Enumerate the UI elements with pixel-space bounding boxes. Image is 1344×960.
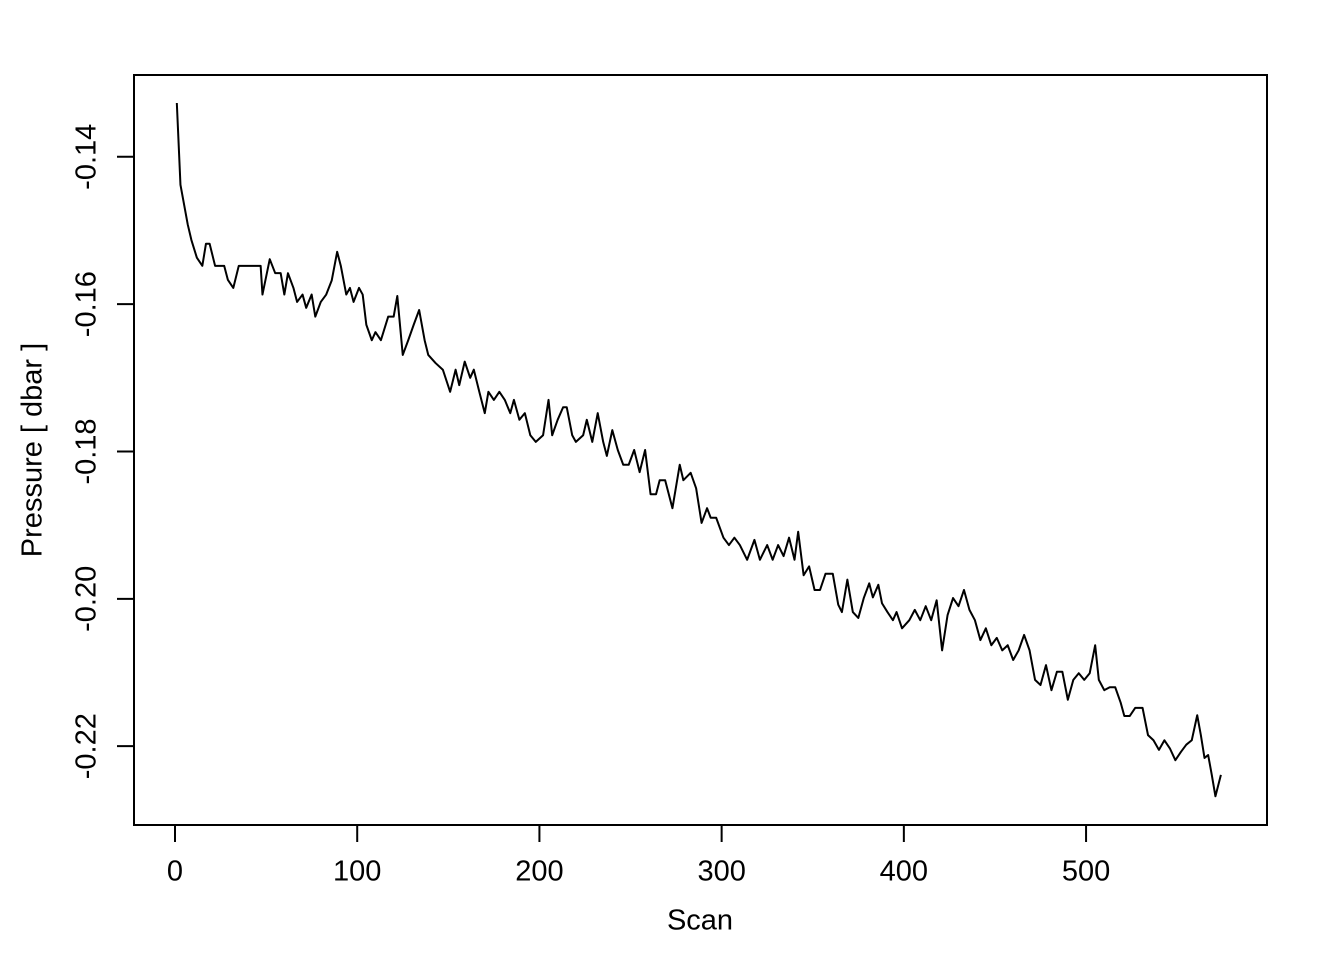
x-tick-label: 300 [697, 856, 745, 888]
x-tick-label: 100 [333, 856, 381, 888]
data-line [175, 102, 1222, 798]
y-tick-label: -0.14 [71, 124, 103, 190]
x-tick-label: 0 [167, 856, 183, 888]
x-tick-label: 200 [515, 856, 563, 888]
x-tick-label: 500 [1062, 856, 1110, 888]
y-tick-label: -0.22 [71, 713, 103, 779]
plot-frame [133, 74, 1268, 826]
y-tick-label: -0.18 [71, 418, 103, 484]
y-tick-label: -0.20 [71, 566, 103, 632]
x-tick-label: 400 [880, 856, 928, 888]
y-axis-label: Pressure [ dbar ] [17, 343, 49, 557]
y-tick-label: -0.16 [71, 271, 103, 337]
x-axis-label: Scan [667, 905, 733, 937]
